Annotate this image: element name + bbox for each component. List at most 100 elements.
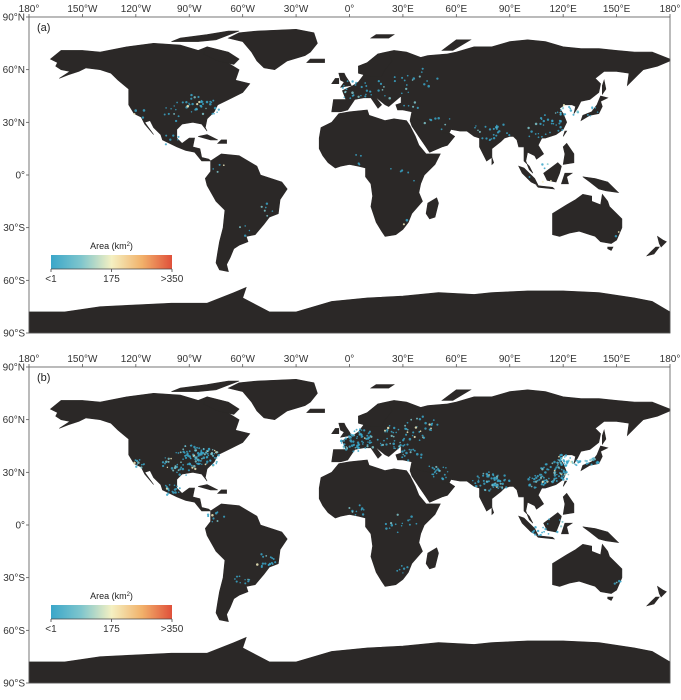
urban-area-dot	[193, 445, 196, 449]
lon-tick-label: 60°W	[230, 4, 255, 15]
urban-area-dot	[531, 477, 534, 480]
urban-area-dot	[584, 460, 587, 463]
urban-area-dot	[188, 463, 192, 466]
urban-area-dot	[553, 474, 557, 477]
urban-area-dot	[351, 91, 354, 94]
urban-area-dot	[182, 464, 184, 466]
urban-area-dot	[383, 439, 385, 442]
urban-area-dot	[239, 581, 241, 584]
urban-area-dot	[553, 477, 556, 480]
urban-area-dot	[423, 121, 426, 125]
urban-area-dot	[205, 451, 207, 454]
urban-area-dot	[256, 563, 259, 566]
land-philippines	[562, 492, 575, 515]
urban-area-dot	[376, 438, 379, 441]
urban-area-dot	[215, 461, 218, 463]
urban-area-dot	[360, 429, 363, 431]
urban-area-dot	[613, 582, 616, 585]
urban-area-dot	[556, 530, 559, 534]
urban-area-dot	[365, 89, 369, 92]
urban-area-dot	[190, 457, 192, 460]
urban-area-dot	[170, 457, 172, 460]
urban-area-dot	[167, 112, 170, 115]
urban-area-dot	[238, 575, 241, 578]
lon-tick-label: 60°E	[445, 4, 467, 15]
legend-tick-label: <1	[45, 624, 57, 635]
urban-area-dot	[551, 481, 554, 484]
urban-area-dot	[569, 109, 573, 112]
land-layer	[28, 28, 671, 334]
urban-area-dot	[556, 473, 558, 476]
urban-area-dot	[393, 80, 396, 83]
urban-area-dot	[193, 465, 196, 468]
urban-area-dot	[561, 520, 564, 523]
urban-area-dot	[567, 461, 569, 464]
urban-area-dot	[269, 556, 272, 559]
urban-area-dot	[543, 530, 545, 533]
urban-area-dot	[420, 453, 423, 456]
urban-area-dots	[133, 67, 620, 238]
urban-area-dot	[406, 421, 409, 424]
land-sumatra	[518, 165, 539, 187]
urban-area-dot	[340, 442, 343, 444]
urban-area-dot	[550, 179, 552, 182]
urban-area-dot	[133, 461, 136, 465]
urban-area-dot	[496, 479, 500, 483]
urban-area-dot	[557, 463, 559, 466]
urban-area-dot	[395, 431, 398, 434]
urban-area-dot	[213, 456, 216, 459]
urban-area-dot	[410, 418, 413, 421]
urban-area-dot	[409, 451, 412, 454]
urban-area-dot	[492, 137, 496, 140]
urban-area-dot	[168, 484, 171, 486]
urban-area-dot	[165, 486, 168, 489]
land-great-britain	[338, 72, 352, 88]
urban-area-dot	[355, 153, 358, 156]
urban-area-dot	[499, 482, 502, 485]
urban-area-dot	[181, 467, 185, 471]
urban-area-dot	[354, 83, 357, 86]
urban-area-dot	[537, 136, 540, 139]
urban-area-dot	[386, 437, 388, 440]
legend-title: Area (km2)	[90, 591, 133, 601]
urban-area-dot	[185, 474, 187, 476]
urban-area-dot	[482, 474, 485, 477]
urban-area-dot	[413, 435, 416, 439]
urban-area-dot	[495, 124, 498, 127]
urban-area-dot	[366, 437, 370, 440]
urban-area-dot	[446, 471, 449, 473]
urban-area-dot	[424, 421, 427, 425]
urban-area-dots	[133, 415, 622, 585]
legend-color-bar	[51, 255, 172, 269]
urban-area-dot	[556, 461, 559, 464]
urban-area-dot	[365, 85, 368, 87]
urban-area-dot	[172, 469, 175, 472]
urban-area-dot	[397, 428, 400, 431]
urban-area-dot	[528, 476, 531, 479]
urban-area-dot	[177, 491, 180, 493]
urban-area-dot	[205, 449, 208, 452]
urban-area-dot	[343, 443, 346, 446]
urban-area-dot	[591, 107, 593, 110]
urban-area-dot	[589, 458, 592, 462]
land-north-america	[49, 392, 251, 512]
urban-area-dot	[386, 428, 389, 432]
lat-tick-label: 0°	[15, 521, 25, 532]
urban-area-dot	[490, 488, 492, 490]
land-great-britain	[338, 422, 352, 438]
urban-area-dot	[212, 517, 215, 520]
urban-area-dot	[173, 105, 175, 107]
urban-area-dot	[165, 134, 168, 137]
urban-area-dot	[199, 462, 201, 465]
urban-area-dot	[141, 463, 143, 466]
urban-area-dot	[546, 479, 548, 482]
urban-area-dot	[426, 80, 428, 82]
urban-area-dot	[352, 450, 355, 453]
urban-area-dot	[408, 448, 411, 451]
urban-area-dot	[546, 163, 549, 166]
urban-area-dot	[206, 462, 208, 465]
urban-area-dot	[478, 476, 480, 479]
urban-area-dot	[197, 95, 200, 99]
urban-area-dot	[421, 67, 424, 70]
urban-area-dot	[501, 482, 504, 486]
